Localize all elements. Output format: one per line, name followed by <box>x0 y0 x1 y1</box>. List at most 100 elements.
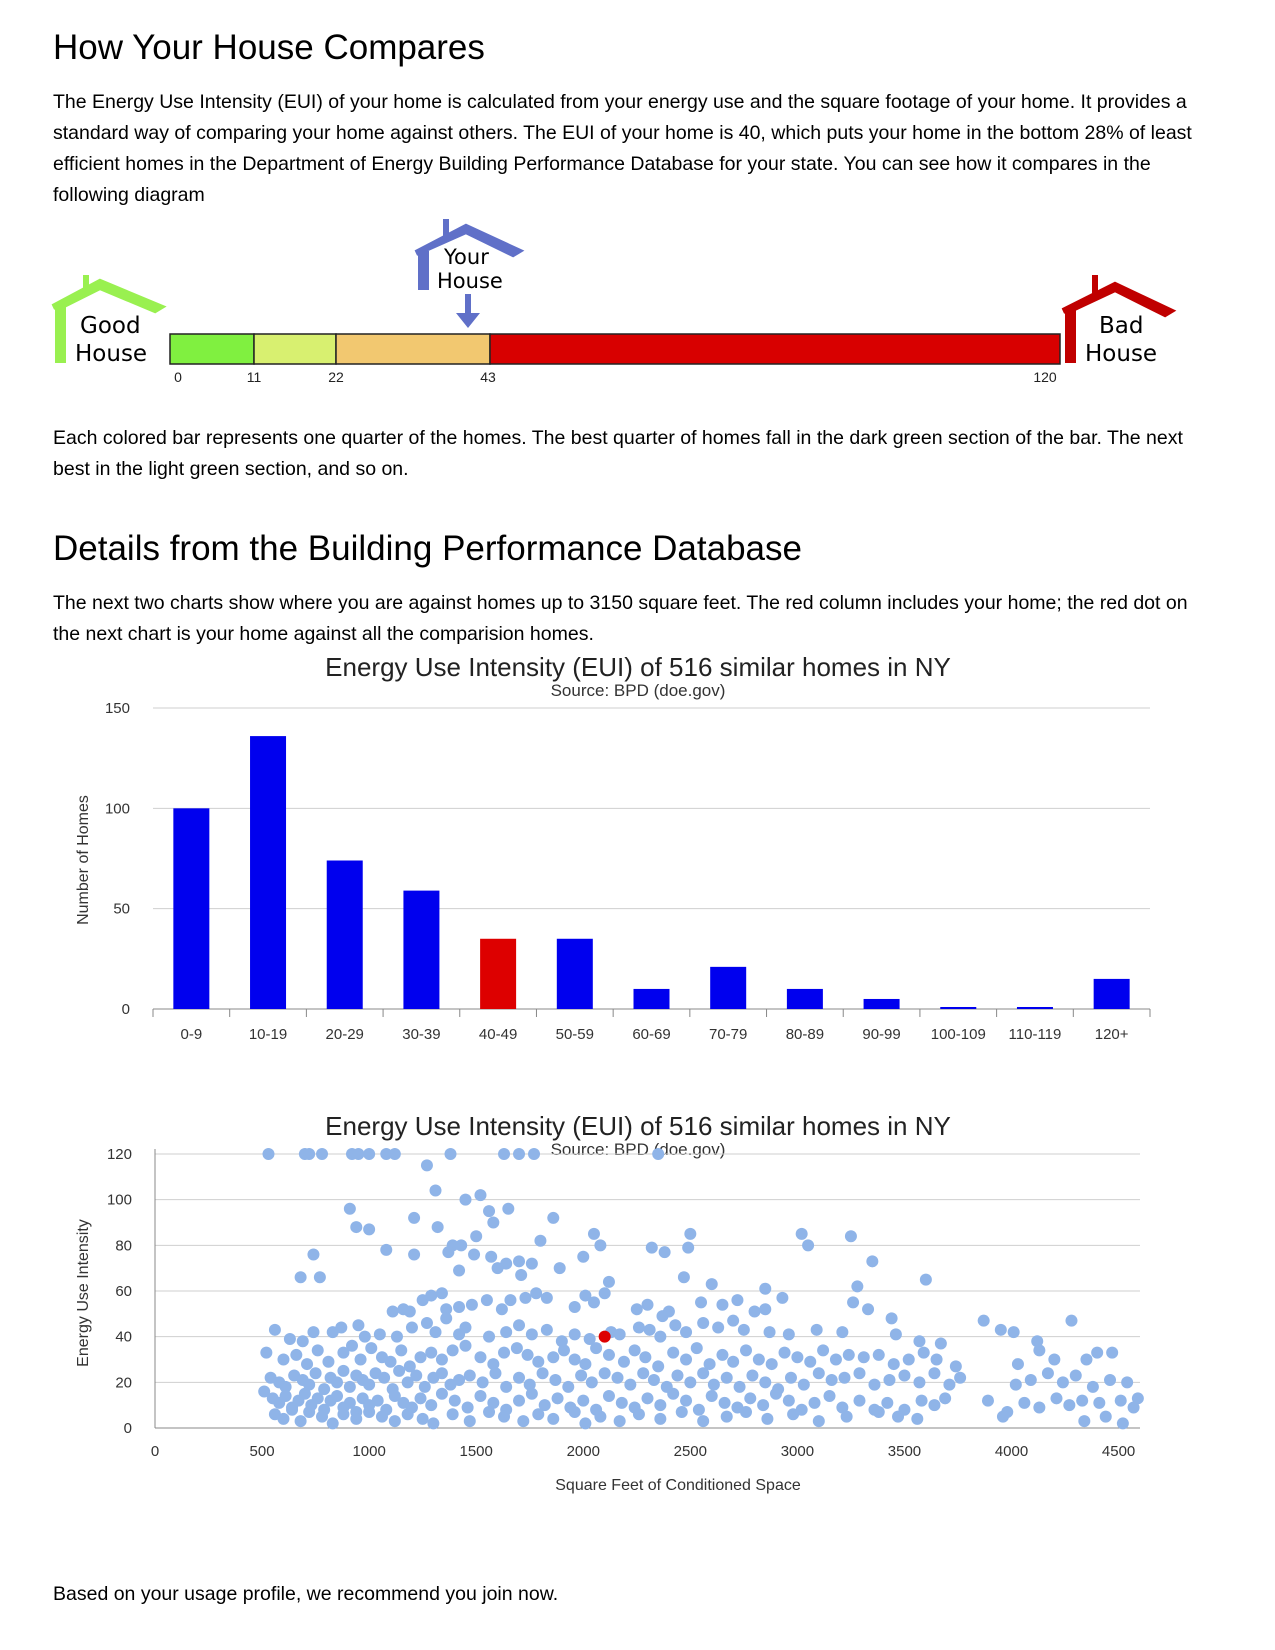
scatter-point <box>384 1355 397 1368</box>
good-house-label-2: House <box>75 341 147 367</box>
scatter-point <box>408 1248 421 1261</box>
scatter-point <box>667 1346 680 1359</box>
scatter-point <box>277 1353 290 1366</box>
bar-chart-y-ticks: 0 50 100 150 <box>105 700 130 1018</box>
scatter-point <box>812 1415 825 1428</box>
scatter-point <box>939 1392 952 1405</box>
scatter-point <box>568 1353 581 1366</box>
good-house-icon: Good House <box>51 275 167 367</box>
scatter-point <box>632 1321 645 1334</box>
details-intro-paragraph: The next two charts show where you are a… <box>53 592 1188 645</box>
scatter-point <box>258 1385 271 1398</box>
scatter-point <box>309 1367 322 1380</box>
scatter-chart-x-tick-label: 3000 <box>781 1443 814 1460</box>
scatter-point <box>930 1353 943 1366</box>
scatter-point <box>594 1239 607 1252</box>
scatter-point <box>465 1298 478 1311</box>
scatter-point <box>410 1369 423 1382</box>
scatter-point <box>547 1412 560 1425</box>
bar-chart-x-tick-label: 100-109 <box>931 1026 986 1043</box>
scatter-point <box>461 1401 474 1414</box>
scatter-point <box>1033 1401 1046 1414</box>
scatter-point <box>695 1296 708 1309</box>
scatter-point <box>532 1408 545 1421</box>
bar <box>250 736 287 1009</box>
scatter-point <box>363 1223 376 1236</box>
bar-chart-x-tick-label: 120+ <box>1095 1026 1129 1043</box>
scatter-chart-x-tick-label: 4500 <box>1102 1443 1135 1460</box>
scatter-point <box>444 1148 457 1160</box>
scatter-point <box>316 1410 329 1423</box>
scale-tick-label: 11 <box>247 369 262 385</box>
scatter-point <box>817 1344 830 1357</box>
scatter-point <box>977 1314 990 1327</box>
eui-scatter-chart: Energy Use Intensity (EUI) of 516 simila… <box>75 1115 1144 1494</box>
scatter-point <box>483 1406 496 1419</box>
scatter-point <box>883 1374 896 1387</box>
scatter-point <box>279 1380 292 1393</box>
scatter-point <box>757 1399 770 1412</box>
scatter-point <box>502 1202 515 1215</box>
scatter-point <box>414 1351 427 1364</box>
scatter-point <box>365 1342 378 1355</box>
section-title-details: Details from the Building Performance Da… <box>53 529 802 568</box>
scatter-point <box>528 1148 541 1160</box>
scatter-point <box>380 1243 393 1256</box>
scatter-point <box>301 1358 314 1371</box>
bar-chart-x-tick-label: 20-29 <box>326 1026 364 1043</box>
scatter-point <box>943 1378 956 1391</box>
scatter-point <box>294 1271 307 1284</box>
scatter-chart-x-tick-label: 0 <box>151 1443 159 1460</box>
bar-chart-subtitle: Source: BPD (doe.gov) <box>551 681 726 700</box>
scatter-point-your-home <box>598 1330 611 1343</box>
scatter-point <box>857 1351 870 1364</box>
scatter-point <box>804 1355 817 1368</box>
bar <box>173 808 210 1009</box>
scatter-point <box>549 1374 562 1387</box>
scatter-point <box>579 1358 592 1371</box>
scatter-point <box>716 1348 729 1361</box>
scatter-point <box>810 1323 823 1336</box>
scatter-point <box>823 1390 836 1403</box>
scatter-point <box>513 1394 526 1407</box>
scatter-point <box>510 1342 523 1355</box>
scatter-point <box>425 1399 438 1412</box>
scatter-point <box>547 1211 560 1224</box>
scatter-point <box>1048 1353 1061 1366</box>
scatter-point <box>615 1396 628 1409</box>
section-title-compare: How Your House Compares <box>53 28 485 67</box>
scatter-point <box>470 1230 483 1243</box>
scatter-point <box>316 1148 329 1160</box>
scatter-point <box>401 1376 414 1389</box>
scatter-point <box>431 1221 444 1234</box>
scatter-point <box>453 1264 466 1277</box>
bar <box>1093 978 1130 1009</box>
scatter-point <box>513 1148 526 1160</box>
scatter-point <box>489 1367 502 1380</box>
scatter-point <box>1078 1415 1091 1428</box>
scale-tick-label: 0 <box>174 369 182 385</box>
scatter-chart-y-ticks: 0 20 40 60 80 100 120 <box>107 1146 132 1437</box>
scatter-point <box>500 1326 513 1339</box>
scatter-point <box>866 1255 879 1268</box>
scatter-point <box>602 1275 615 1288</box>
scatter-point <box>487 1358 500 1371</box>
scatter-point <box>307 1326 320 1339</box>
scatter-point <box>298 1387 311 1400</box>
scatter-chart-x-tick-label: 2000 <box>567 1443 600 1460</box>
scatter-chart-points <box>258 1148 1144 1430</box>
scatter-point <box>602 1348 615 1361</box>
bar-chart-x-tick-label: 70-79 <box>709 1026 747 1043</box>
scatter-point <box>1031 1335 1044 1348</box>
scatter-point <box>442 1246 455 1259</box>
scatter-point <box>862 1303 875 1316</box>
scatter-point <box>534 1234 547 1247</box>
scatter-point <box>343 1396 356 1409</box>
scatter-point <box>429 1184 442 1197</box>
scatter-point <box>525 1328 538 1341</box>
scatter-chart-x-tick-label: 2500 <box>674 1443 707 1460</box>
scatter-point <box>637 1367 650 1380</box>
scatter-point <box>624 1378 637 1391</box>
scatter-point <box>480 1294 493 1307</box>
scatter-chart-x-tick-label: 1500 <box>460 1443 493 1460</box>
